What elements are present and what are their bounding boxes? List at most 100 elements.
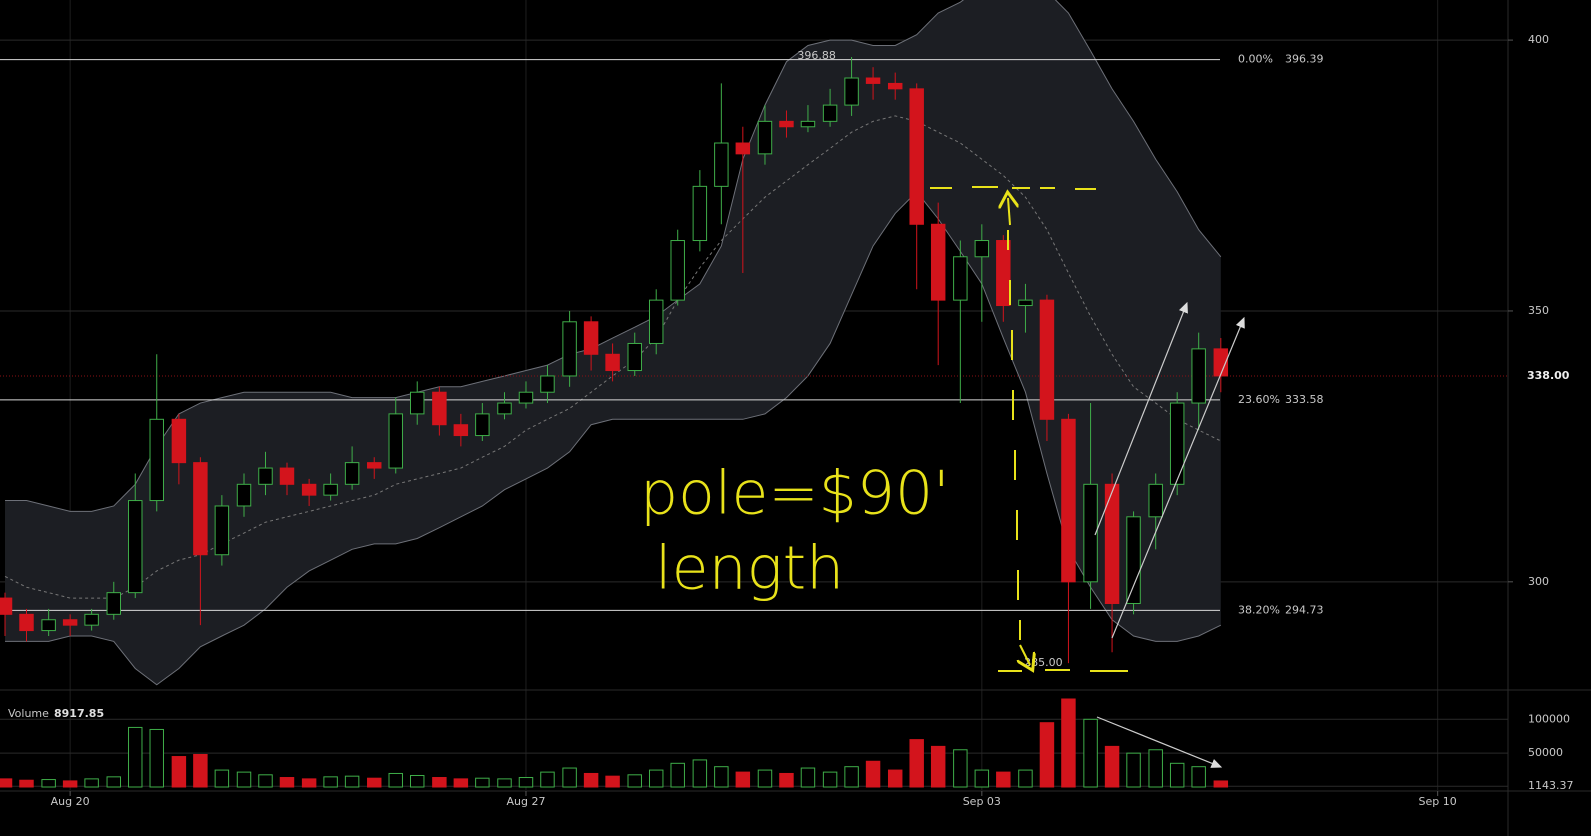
volume-bar [692, 759, 708, 788]
fib-ratio: 38.20% [1238, 603, 1280, 616]
volume-bar [1104, 745, 1120, 788]
last-price-label: 338.00 [1527, 369, 1570, 382]
volume-bar [279, 777, 295, 788]
pole-arrow-down [1020, 644, 1030, 665]
candle-body [475, 413, 490, 437]
candle-body [106, 592, 121, 615]
candle-body [800, 120, 816, 128]
fib-value: 396.39 [1285, 53, 1324, 66]
volume-bar [822, 771, 838, 788]
volume-arrow [1096, 716, 1223, 768]
volume-bar [475, 777, 490, 788]
volume-bar [953, 749, 968, 788]
candle-body [562, 321, 577, 377]
candle-body [497, 402, 512, 415]
volume-bar [714, 766, 729, 788]
fib-ratio: 23.60% [1238, 393, 1280, 406]
volume-tick-label: 50000 [1528, 746, 1563, 759]
candle-body [344, 462, 360, 485]
candle-body [779, 120, 794, 128]
x-tick-label: Aug 27 [506, 795, 545, 808]
candle-body [62, 619, 78, 626]
volume-bar [996, 771, 1011, 788]
volume-bar [1148, 749, 1163, 788]
channel-arrow [1111, 316, 1245, 639]
volume-bar [540, 771, 555, 788]
volume-panel [0, 698, 1229, 788]
volume-bar [1083, 718, 1098, 788]
volume-bar [735, 771, 751, 788]
volume-bar [193, 754, 208, 788]
volume-bar [432, 777, 447, 788]
fib-value: 294.73 [1285, 603, 1324, 616]
volume-bar [1169, 762, 1185, 788]
volume-bar [583, 772, 599, 788]
price-panel: 396.88 285.00 [0, 0, 1508, 686]
candle-body [822, 104, 838, 122]
volume-bar [214, 769, 230, 788]
pole-arrow-up [1008, 198, 1010, 226]
candle-body [540, 375, 555, 393]
volume-bar [19, 779, 34, 788]
candle-body [1213, 348, 1229, 377]
pole-bottom-dashes [998, 669, 1128, 672]
candle-body [258, 467, 273, 485]
candle-body [409, 391, 425, 415]
volume-tick-label: 1143.37 [1528, 779, 1574, 792]
volume-bar [648, 769, 664, 788]
candle-body [432, 391, 447, 426]
candle-body [367, 462, 382, 469]
volume-bar [887, 769, 903, 788]
volume-bar [1126, 752, 1141, 788]
volume-bar [1191, 766, 1206, 788]
candle-body [1083, 483, 1098, 583]
volume-bar [1213, 780, 1229, 788]
volume-bar [865, 760, 881, 788]
annotation-text: pole=$90' [640, 459, 950, 529]
volume-bar [1039, 722, 1055, 788]
candle-body [193, 462, 208, 556]
volume-bar [388, 772, 403, 788]
y-tick-label: 300 [1528, 575, 1549, 588]
candle-body [236, 483, 252, 507]
candle-body [1126, 516, 1141, 604]
candle-body [453, 424, 469, 437]
volume-bar [562, 767, 577, 788]
candle-body [0, 597, 13, 615]
volume-bar [605, 775, 620, 788]
candle-body [518, 391, 534, 404]
volume-bar [844, 766, 859, 788]
fib-value: 333.58 [1285, 393, 1324, 406]
volume-bar [518, 777, 534, 788]
candle-body [583, 321, 599, 355]
volume-bar [757, 769, 773, 788]
volume-bar [84, 778, 99, 788]
volume-bar [62, 780, 78, 788]
candle-body [953, 256, 968, 301]
candle-body [128, 500, 143, 594]
volume-last: 8917.85 [54, 707, 104, 720]
band-upper [5, 0, 1222, 512]
candle-body [714, 142, 729, 187]
volume-bar [909, 739, 924, 788]
volume-bar [236, 771, 252, 788]
candle-body [1148, 483, 1163, 518]
volume-bar [1061, 698, 1076, 788]
pole-dash-line [1007, 230, 1021, 640]
candle-body [605, 353, 620, 372]
candle-body [648, 299, 664, 344]
volume-title: Volume [8, 707, 49, 720]
x-tick-label: Sep 10 [1419, 795, 1457, 808]
volume-bar [149, 728, 164, 788]
candle-body [1191, 348, 1206, 404]
volume-bar [1018, 769, 1033, 788]
candle-body [757, 120, 773, 155]
volume-bar [930, 745, 946, 788]
volume-bar [106, 776, 121, 788]
candle-body [865, 77, 881, 84]
candle-body [844, 77, 859, 106]
candle-body [301, 483, 317, 496]
